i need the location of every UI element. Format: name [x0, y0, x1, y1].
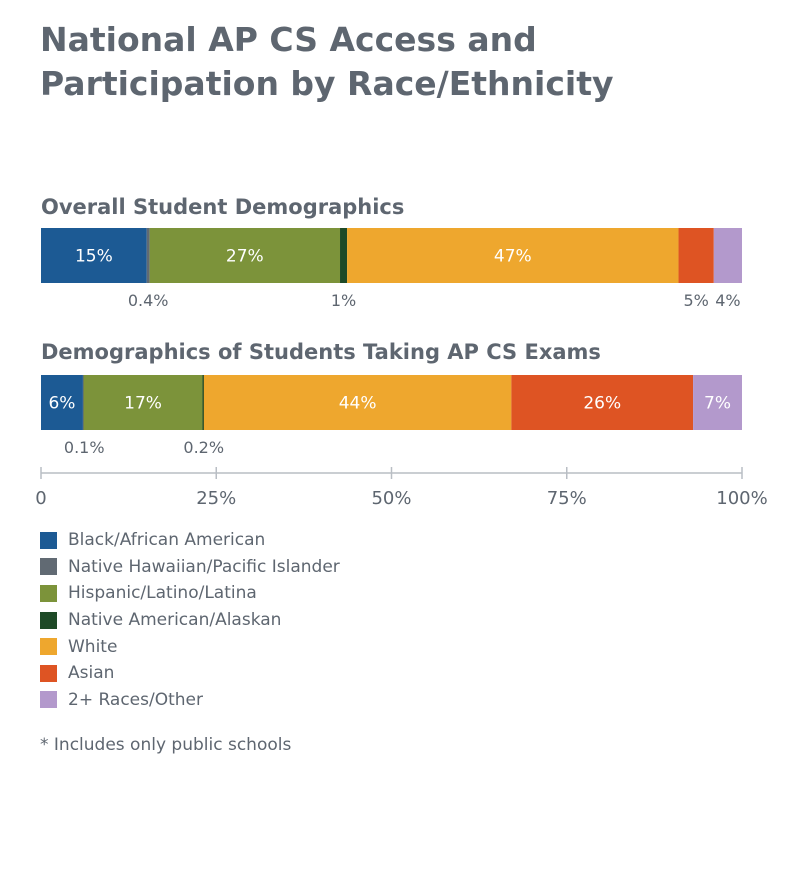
bar-1-segment-hispanic-latino-latina	[149, 228, 341, 283]
x-tick-label-3: 75%	[547, 488, 587, 509]
bar-1-segment-native-american-alaskan	[340, 228, 348, 283]
bar-1-label-hispanic-latino-latina: 27%	[226, 247, 264, 267]
x-tick-label-2: 50%	[371, 488, 411, 509]
bar-1-segment-native-hawaiian-pacific-islander	[146, 228, 150, 283]
bar-2-title: Demographics of Students Taking AP CS Ex…	[41, 340, 601, 364]
legend-swatch	[40, 664, 57, 682]
x-tick-label-4: 100%	[716, 488, 767, 509]
legend-label: Hispanic/Latino/Latina	[68, 583, 257, 604]
bar-1-title: Overall Student Demographics	[41, 195, 405, 219]
bar-2-label-native-american-alaskan: 0.2%	[183, 438, 224, 457]
legend-swatch	[40, 691, 57, 709]
bar-2-label-hispanic-latino-latina: 17%	[124, 394, 162, 414]
legend-item-hispanic-latino-latina: Hispanic/Latino/Latina	[40, 580, 340, 607]
x-tick-label-0: 0	[35, 488, 46, 509]
bar-1-label-white: 47%	[494, 247, 532, 267]
legend-swatch	[40, 531, 57, 549]
legend-swatch	[40, 584, 57, 602]
footnote: * Includes only public schools	[40, 735, 292, 755]
bar-2-segment-hispanic-latino-latina	[83, 375, 203, 430]
legend-label: Black/African American	[68, 530, 266, 551]
bar-1-segment-2-races-other	[713, 228, 742, 283]
bar-2-label-2-races-other: 7%	[704, 394, 731, 414]
bar-2-label-asian: 26%	[583, 394, 621, 414]
bar-1-segment-black-african-american	[41, 228, 147, 283]
legend-swatch	[40, 611, 57, 629]
stacked-bar-chart: 15% 0.4% 27% 1% 47% 5% 4% 6% 0.1% 17% 0.2% 44% 26% 7%…	[35, 228, 768, 509]
bar-2-segment-white	[203, 375, 512, 430]
bar-2-segment-asian	[511, 375, 694, 430]
legend-label: 2+ Races/Other	[68, 689, 203, 710]
legend-swatch	[40, 558, 57, 576]
legend-label: Asian	[68, 663, 115, 684]
bar-2-segment-native-american-alaskan	[202, 375, 206, 430]
legend-item-white: White	[40, 633, 340, 660]
bar-2-label-white: 44%	[339, 394, 377, 414]
bar-1-segment-asian	[678, 228, 714, 283]
legend-item-native-american-alaskan: Native American/Alaskan	[40, 607, 340, 634]
legend-label: Native American/Alaskan	[68, 610, 282, 631]
legend-swatch	[40, 638, 57, 656]
legend-item-asian: Asian	[40, 660, 340, 687]
bar-2-segment-black-african-american	[41, 375, 83, 430]
bar-1-label-native-hawaiian-pacific-islander: 0.4%	[128, 291, 169, 310]
bar-1-label-2-races-other: 4%	[715, 291, 740, 310]
x-tick-label-1: 25%	[196, 488, 236, 509]
legend-label: Native Hawaiian/Pacific Islander	[68, 556, 340, 577]
legend-item-2-races-other: 2+ Races/Other	[40, 687, 340, 714]
bar-1-label-native-american-alaskan: 1%	[331, 291, 356, 310]
bar-2-label-native-hawaiian-pacific-islander: 0.1%	[64, 438, 105, 457]
bar-1-label-black-african-american: 15%	[75, 247, 113, 267]
legend-item-black-african-american: Black/African American	[40, 527, 340, 554]
bar-2-segment-2-races-other	[693, 375, 742, 430]
legend-label: White	[68, 636, 118, 657]
bar-1-label-asian: 5%	[683, 291, 708, 310]
chart-legend: Black/African American Native Hawaiian/Pa…	[40, 527, 340, 713]
legend-item-native-hawaiian-pacific-islander: Native Hawaiian/Pacific Islander	[40, 554, 340, 581]
bar-1-segment-white	[347, 228, 679, 283]
chart-title: National AP CS Access and Participation …	[40, 20, 614, 103]
bar-2-label-black-african-american: 6%	[48, 394, 75, 414]
